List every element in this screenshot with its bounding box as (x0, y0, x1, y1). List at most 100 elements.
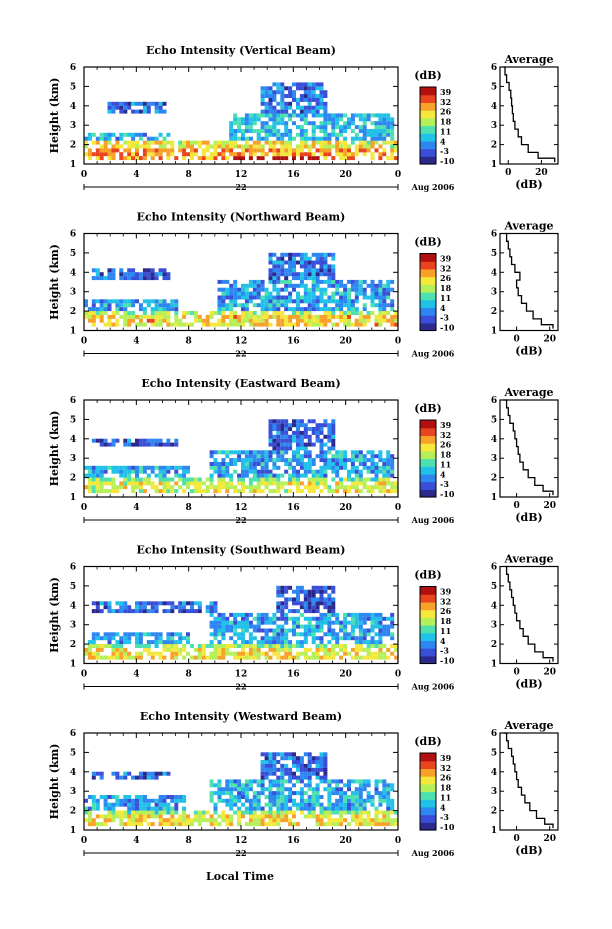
heat-cell (107, 314, 112, 319)
heat-cell (268, 144, 273, 149)
heat-cell (280, 427, 285, 431)
heat-cell (335, 632, 340, 637)
heat-cell (331, 427, 336, 431)
heat-cell (382, 318, 387, 323)
heat-cell (103, 489, 108, 494)
heat-cell (135, 442, 139, 447)
heat-cell (390, 787, 395, 792)
heat-cell (331, 438, 336, 443)
heat-cell (319, 616, 324, 621)
heat-cell (390, 299, 395, 304)
heat-cell (268, 473, 273, 478)
heat-cell (292, 477, 296, 482)
colorbar-swatch (420, 621, 436, 624)
heat-cell (135, 469, 139, 474)
heat-cell (146, 272, 151, 277)
heat-cell (135, 655, 139, 660)
heat-cell (284, 585, 289, 590)
heat-cell (221, 311, 226, 315)
heat-cell (292, 283, 296, 288)
heat-cell (378, 287, 383, 292)
heat-cell (268, 434, 273, 439)
heat-cell (323, 287, 328, 292)
heat-cell (276, 140, 281, 145)
heat-cell (307, 90, 312, 95)
heat-cell (127, 105, 132, 110)
heat-cell (166, 314, 171, 319)
heat-cell (213, 810, 218, 815)
heat-cell (386, 647, 391, 652)
heat-cell (323, 264, 328, 269)
heat-cell (241, 489, 245, 494)
heat-cell (307, 752, 312, 757)
heat-cell (127, 473, 132, 478)
heat-cell (327, 458, 332, 463)
heat-cell (378, 651, 383, 656)
heat-cell (87, 314, 92, 319)
heat-cell (331, 454, 336, 459)
heat-cell (91, 152, 96, 157)
heat-cell (193, 485, 198, 490)
heat-cell (350, 485, 355, 490)
heat-cell (307, 806, 312, 811)
heat-cell (174, 644, 179, 648)
heat-cell (166, 481, 171, 486)
heat-cell (84, 311, 88, 315)
heat-cell (209, 655, 214, 660)
heat-cell (174, 156, 179, 161)
heat-cell (123, 465, 128, 470)
heat-cell (182, 601, 187, 606)
heat-cell (107, 640, 112, 645)
heat-cell (264, 307, 269, 312)
heat-cell (264, 644, 269, 648)
heat-cell (256, 481, 261, 486)
heat-cell (252, 779, 257, 784)
heat-cell (225, 620, 230, 625)
heat-cell (276, 268, 281, 273)
heat-cell (225, 647, 230, 652)
heat-cell (366, 655, 371, 660)
heat-cell (362, 636, 367, 641)
x-tick-label: 0 (395, 337, 401, 347)
heat-cell (237, 612, 242, 617)
heat-cell (138, 322, 143, 327)
heat-cell (99, 132, 104, 137)
heat-cell (319, 481, 324, 486)
heat-cell (201, 489, 206, 494)
heat-cell (386, 469, 391, 474)
heat-cell (217, 644, 222, 648)
heat-cell (252, 144, 257, 149)
heat-cell (237, 787, 242, 792)
heat-cell (237, 624, 242, 629)
heat-cell (135, 601, 139, 606)
colorbar-tick-label: -3 (440, 812, 449, 822)
heat-cell (335, 283, 340, 288)
heat-cell (354, 818, 359, 823)
heat-cell (288, 771, 293, 776)
heat-cell (103, 469, 108, 474)
heat-cell (209, 481, 214, 486)
x-tick-label: 12 (235, 503, 248, 513)
heat-cell (390, 473, 395, 478)
heat-cell (280, 752, 285, 757)
heat-cell (327, 601, 332, 606)
heat-cell (154, 802, 159, 807)
colorbar-swatch (420, 653, 436, 657)
heat-cell (225, 798, 230, 803)
heat-cell (362, 806, 367, 811)
heat-cell (174, 818, 179, 823)
heat-cell (123, 307, 128, 312)
heat-cell (135, 299, 139, 304)
heat-cell (119, 775, 124, 780)
heat-cell (99, 311, 104, 315)
colorbar-swatch (420, 600, 436, 603)
heat-cell (264, 763, 269, 768)
heat-cell (260, 760, 265, 764)
heat-cell (339, 148, 344, 153)
heat-cell (256, 795, 261, 799)
heat-cell (131, 775, 136, 780)
heat-cell (237, 798, 242, 803)
heat-cell (193, 647, 198, 652)
heat-cell (91, 303, 96, 308)
